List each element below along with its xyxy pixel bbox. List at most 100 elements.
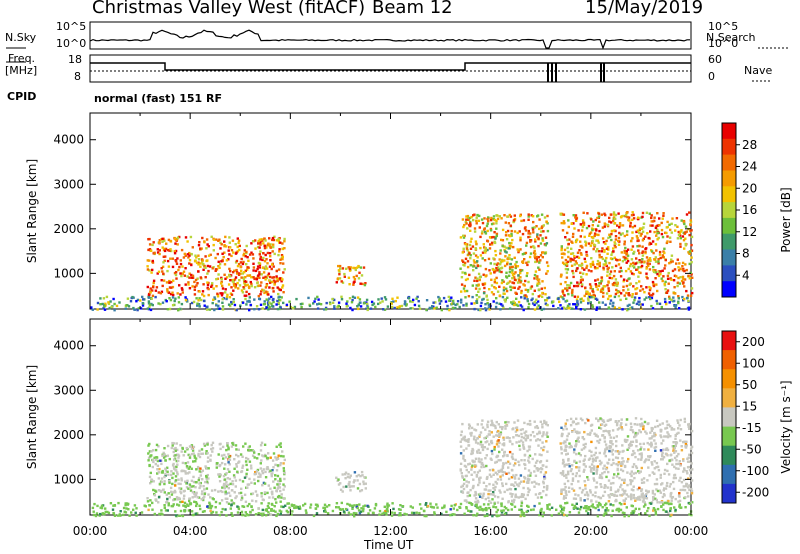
data-point xyxy=(232,282,236,286)
data-point xyxy=(210,285,213,288)
data-point xyxy=(641,230,645,233)
data-point xyxy=(676,225,679,228)
data-point xyxy=(619,485,622,489)
data-point xyxy=(238,284,242,287)
data-point xyxy=(186,503,189,506)
data-point xyxy=(499,431,503,434)
data-point xyxy=(500,468,503,471)
data-point xyxy=(655,498,658,502)
data-point xyxy=(507,281,510,285)
data-point xyxy=(594,283,597,286)
data-point xyxy=(151,303,154,307)
data-point xyxy=(533,277,536,280)
data-point xyxy=(595,239,598,242)
data-point xyxy=(610,277,614,280)
data-point xyxy=(190,467,193,470)
data-point xyxy=(534,474,538,477)
data-point xyxy=(265,267,269,270)
data-point xyxy=(211,447,215,450)
data-point xyxy=(279,241,282,244)
data-point xyxy=(567,255,570,259)
data-point xyxy=(612,250,615,253)
data-point xyxy=(527,213,530,216)
data-point xyxy=(479,308,482,312)
data-point xyxy=(96,301,100,305)
data-point xyxy=(252,257,255,260)
data-point xyxy=(648,285,651,289)
data-point xyxy=(122,506,126,510)
data-point xyxy=(625,297,628,300)
data-point xyxy=(546,505,549,509)
data-point xyxy=(635,466,639,470)
data-point xyxy=(660,505,663,508)
data-point xyxy=(537,304,540,307)
data-point xyxy=(651,280,655,284)
data-point xyxy=(205,450,208,453)
data-point xyxy=(485,508,488,512)
data-point xyxy=(579,301,583,304)
data-point xyxy=(459,452,463,455)
data-point xyxy=(157,496,161,499)
data-point xyxy=(409,307,412,310)
data-point xyxy=(472,214,475,217)
data-point xyxy=(280,496,283,499)
data-point xyxy=(236,250,239,253)
data-point xyxy=(648,514,651,518)
data-point xyxy=(682,478,686,482)
data-point xyxy=(570,264,574,267)
data-point xyxy=(235,495,238,498)
data-point xyxy=(629,306,632,310)
data-point xyxy=(271,238,274,242)
nsky-tick-bottom: 10^0 xyxy=(56,37,87,50)
data-point xyxy=(676,419,679,422)
data-point xyxy=(184,480,187,483)
data-point xyxy=(203,264,206,268)
data-point xyxy=(199,467,202,470)
data-point xyxy=(660,442,663,445)
data-point xyxy=(661,256,665,259)
data-point xyxy=(609,441,612,444)
data-point xyxy=(275,490,278,493)
data-point xyxy=(269,259,272,262)
data-point xyxy=(177,478,180,481)
data-point xyxy=(366,302,369,306)
data-point xyxy=(337,304,340,308)
data-point xyxy=(96,504,99,508)
data-point xyxy=(242,252,246,255)
data-point xyxy=(500,258,504,262)
data-point xyxy=(546,484,549,488)
data-point xyxy=(199,262,202,265)
data-point xyxy=(208,308,211,311)
data-point xyxy=(589,231,593,234)
data-point xyxy=(616,284,619,287)
data-point xyxy=(582,221,586,225)
data-point xyxy=(316,505,319,508)
data-point xyxy=(315,512,319,515)
data-point xyxy=(272,265,275,268)
data-point xyxy=(680,445,683,448)
data-point xyxy=(517,277,520,280)
data-point xyxy=(462,436,465,439)
data-point xyxy=(495,514,498,517)
data-point xyxy=(483,508,486,511)
data-point xyxy=(267,272,271,275)
data-point xyxy=(262,468,265,471)
data-point xyxy=(246,486,249,489)
data-point xyxy=(374,504,378,507)
data-point xyxy=(240,495,244,498)
data-point xyxy=(387,504,391,507)
data-point xyxy=(677,266,680,269)
data-point xyxy=(186,461,190,464)
data-point xyxy=(100,506,104,510)
data-point xyxy=(316,503,319,507)
data-point xyxy=(513,505,517,508)
data-point xyxy=(683,417,686,421)
data-point xyxy=(344,471,348,474)
data-point xyxy=(587,478,590,481)
data-point xyxy=(312,302,315,305)
data-point xyxy=(146,500,150,503)
data-point xyxy=(166,269,169,273)
data-point xyxy=(577,469,581,472)
data-point xyxy=(520,494,524,497)
data-point xyxy=(176,473,179,476)
